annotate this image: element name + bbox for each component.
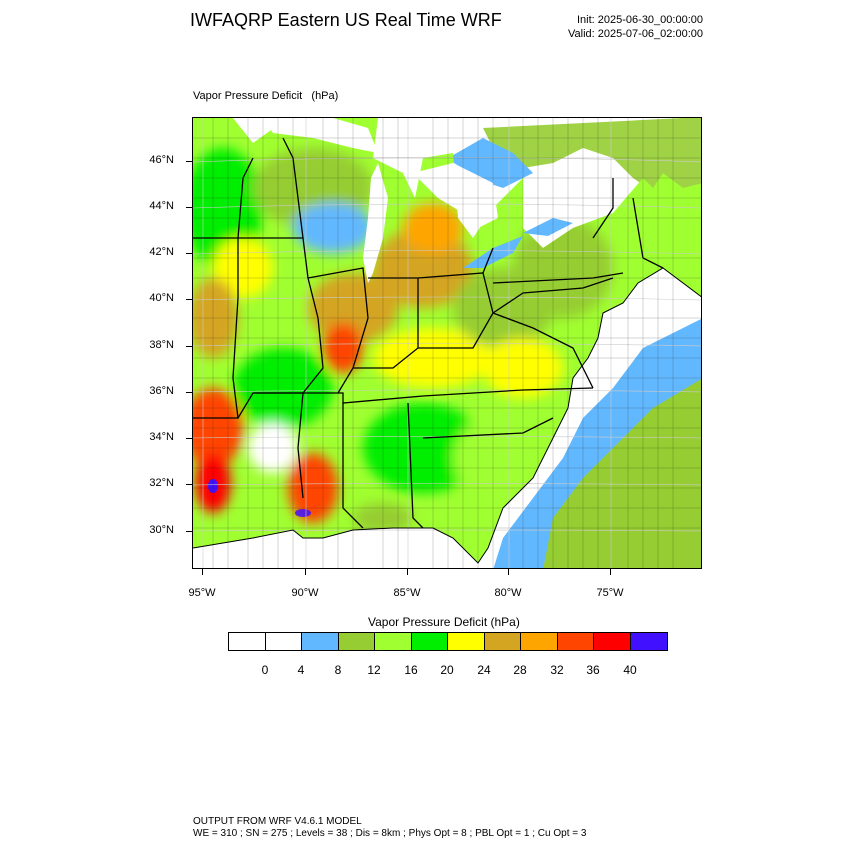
vpd-map: [193, 118, 701, 568]
lat-tick: [186, 161, 192, 162]
colorbar-swatch: [302, 633, 339, 650]
colorbar-label: 12: [367, 663, 381, 677]
colorbar-swatch: [594, 633, 631, 650]
colorbar-label: 20: [440, 663, 454, 677]
lon-label-80w: 80°W: [494, 587, 522, 599]
lon-label-85w: 85°W: [393, 587, 421, 599]
lake-huron: [413, 163, 498, 228]
lon-tick: [407, 569, 408, 575]
canada-moderate-vpd: [483, 118, 701, 227]
offshore-moderate-vpd: [543, 379, 701, 568]
lat-tick: [186, 253, 192, 254]
run-time-info: Init: 2025-06-30_00:00:00 Valid: 2025-07…: [568, 13, 703, 41]
colorbar-label: 8: [334, 663, 342, 677]
lat-label-34n: 34°N: [149, 431, 174, 443]
lon-tick: [508, 569, 509, 575]
field-label: Vapor Pressure Deficit (hPa): [193, 90, 338, 102]
colorbar-swatch: [411, 633, 448, 650]
lat-label-44n: 44°N: [149, 200, 174, 212]
model-info-footer: OUTPUT FROM WRF V4.6.1 MODEL WE = 310 ; …: [193, 816, 586, 840]
colorbar-swatch: [265, 633, 302, 650]
lat-label-38n: 38°N: [149, 339, 174, 351]
lat-tick: [186, 392, 192, 393]
map-title: IWFAQRP Eastern US Real Time WRF: [190, 10, 502, 30]
field-units: (hPa): [311, 90, 339, 102]
lat-label-36n: 36°N: [149, 385, 174, 397]
lon-tick: [202, 569, 203, 575]
lat-label-32n: 32°N: [149, 477, 174, 489]
colorbar-swatch: [484, 633, 521, 650]
county-boundaries: [193, 118, 701, 568]
canada-low-vpd: [448, 138, 533, 188]
lat-label-40n: 40°N: [149, 292, 174, 304]
lon-label-75w: 75°W: [596, 587, 624, 599]
colorbar-swatch: [557, 633, 594, 650]
lat-tick: [186, 484, 192, 485]
lon-label-90w: 90°W: [291, 587, 319, 599]
lat-label-42n: 42°N: [149, 246, 174, 258]
colorbar-label: 0: [261, 663, 269, 677]
colorbar-label: 32: [550, 663, 564, 677]
colorbar-label: 36: [586, 663, 600, 677]
model-config: WE = 310 ; SN = 275 ; Levels = 38 ; Dis …: [193, 828, 587, 839]
colorbar-title: Vapor Pressure Deficit (hPa): [368, 615, 520, 629]
colorbar-label: 4: [297, 663, 305, 677]
colorbar-swatch: [448, 633, 485, 650]
valid-time: Valid: 2025-07-06_02:00:00: [568, 28, 703, 40]
model-version: OUTPUT FROM WRF V4.6.1 MODEL: [193, 816, 362, 827]
vpd-map-panel: [192, 117, 702, 569]
lon-tick: [305, 569, 306, 575]
lat-tick: [186, 346, 192, 347]
colorbar-label: 28: [513, 663, 527, 677]
colorbar-label: 24: [477, 663, 491, 677]
colorbar-swatch: [375, 633, 412, 650]
field-name: Vapor Pressure Deficit: [193, 90, 303, 102]
lake-ontario: [523, 218, 573, 236]
lat-label-30n: 30°N: [149, 524, 174, 536]
colorbar-swatch: [630, 633, 667, 650]
lon-label-95w: 95°W: [188, 587, 216, 599]
colorbar-label: 40: [623, 663, 637, 677]
lat-tick: [186, 531, 192, 532]
colorbar-swatch: [521, 633, 558, 650]
init-time: Init: 2025-06-30_00:00:00: [577, 14, 703, 26]
lat-label-46n: 46°N: [149, 154, 174, 166]
colorbar-swatch: [338, 633, 375, 650]
colorbar-swatch: [229, 633, 266, 650]
lon-tick: [610, 569, 611, 575]
colorbar-label: 16: [404, 663, 418, 677]
lat-tick: [186, 299, 192, 300]
lat-tick: [186, 207, 192, 208]
lake-michigan: [363, 163, 388, 283]
coastline: [193, 267, 701, 564]
lat-tick: [186, 438, 192, 439]
lake-superior: [263, 118, 378, 153]
colorbar: [228, 632, 668, 651]
